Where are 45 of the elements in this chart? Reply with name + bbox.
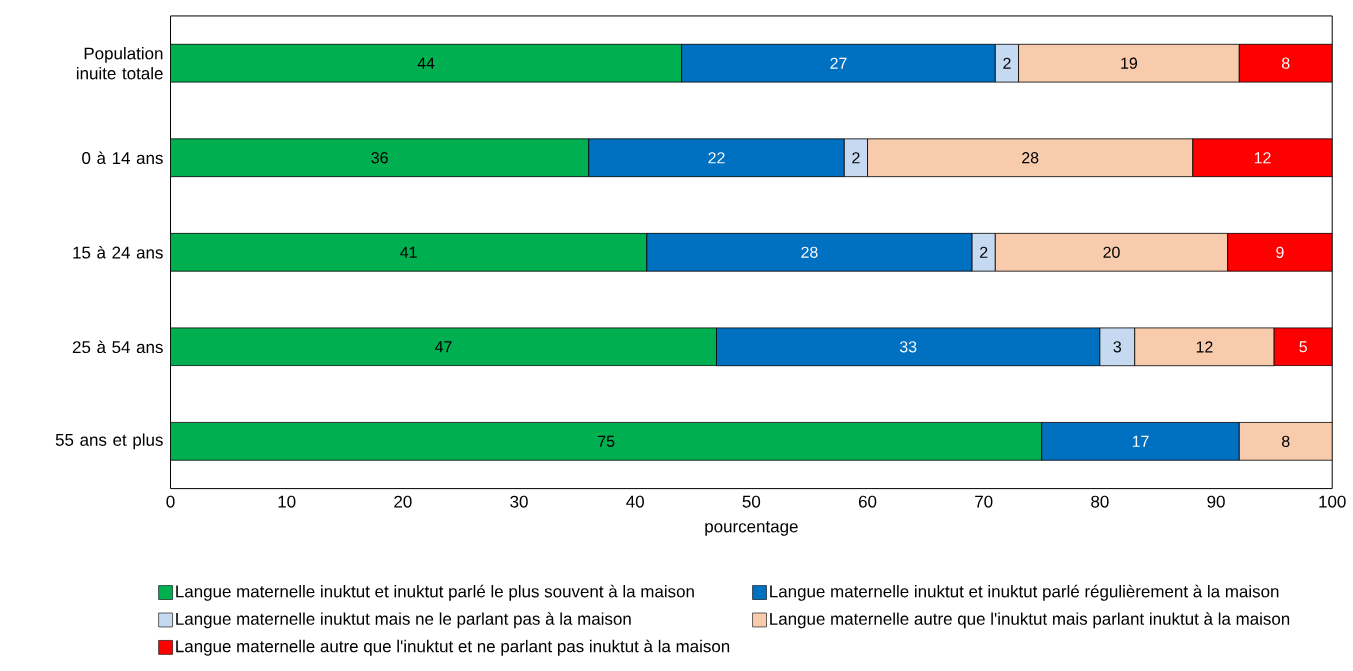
x-axis-title: pourcentage	[705, 521, 798, 536]
legend-label: Langue maternelle autre que l'inuktut et ne parlant pas inuktut à la maison	[176, 639, 730, 656]
data-label: 75	[598, 435, 615, 447]
data-label: 8	[1282, 435, 1290, 447]
legend-label: Langue maternelle autre que l'inuktut mais parlant inuktut à la maison	[770, 612, 1290, 629]
data-label: 3	[1113, 341, 1122, 353]
y-tick-label: 25 à 54 ans	[72, 340, 163, 354]
y-tick-label: Population inuite totale	[76, 46, 163, 80]
data-label: 17	[1132, 435, 1149, 447]
x-tick-label: 80	[1091, 495, 1109, 508]
legend-label: Langue maternelle inuktut et inuktut parlé le plus souvent à la maison	[176, 584, 694, 601]
x-tick-label: 70	[975, 495, 993, 508]
data-label: 36	[371, 152, 388, 164]
data-label: 2	[1003, 57, 1011, 69]
x-tick-label: 30	[510, 495, 528, 508]
data-label: 27	[830, 57, 847, 69]
y-tick-label: 15 à 24 ans	[73, 245, 163, 259]
data-label: 20	[1103, 246, 1120, 258]
data-label: 2	[852, 152, 860, 164]
x-tick-label: 60	[858, 495, 877, 508]
x-tick-label: 10	[278, 495, 296, 508]
data-label: 9	[1276, 246, 1284, 258]
data-label: 28	[1022, 152, 1039, 164]
data-label: 41	[400, 246, 417, 258]
x-tick-label: 100	[1319, 495, 1346, 508]
data-label: 47	[435, 341, 452, 353]
x-tick-label: 40	[626, 495, 644, 508]
x-tick-label: 20	[394, 495, 412, 508]
data-label: 33	[899, 341, 917, 353]
legend-label: Langue maternelle inuktut mais ne le parlant pas à la maison	[176, 612, 631, 629]
legend-label: Langue maternelle inuktut et inuktut parlé régulièrement à la maison	[770, 584, 1279, 601]
y-tick-label: 0 à 14 ans	[82, 151, 163, 165]
data-label: 8	[1282, 57, 1290, 69]
x-tick-label: 0	[166, 495, 175, 508]
data-label: 22	[708, 152, 725, 164]
data-label: 44	[417, 57, 435, 69]
y-tick-label: 55 ans et plus	[55, 433, 163, 450]
data-label: 19	[1121, 57, 1138, 69]
data-label: 12	[1254, 152, 1271, 164]
x-tick-label: 50	[742, 495, 761, 508]
data-label: 2	[980, 246, 988, 258]
x-tick-label: 90	[1207, 495, 1225, 508]
data-label: 28	[801, 246, 818, 258]
data-label: 5	[1299, 341, 1307, 353]
data-label: 12	[1196, 341, 1213, 353]
